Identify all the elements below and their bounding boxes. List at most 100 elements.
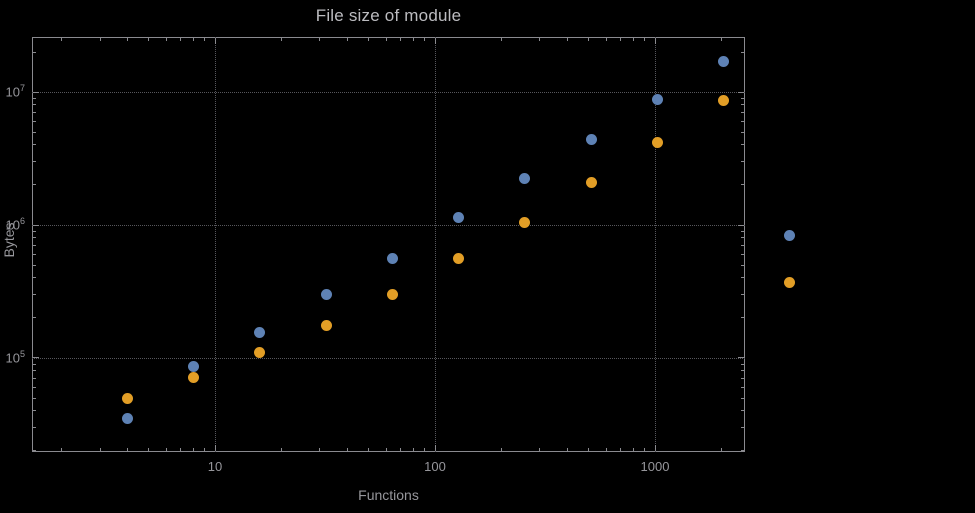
x-tick — [434, 38, 436, 44]
y-gridline — [32, 225, 745, 227]
y-tick — [741, 363, 744, 365]
y-tick-label: 107 — [5, 83, 25, 100]
y-gridline — [32, 357, 745, 359]
x-tick — [385, 448, 387, 451]
y-tick — [741, 237, 744, 239]
y-tick — [738, 357, 744, 359]
y-tick — [33, 357, 39, 359]
plot-frame — [32, 37, 745, 452]
y-tick — [33, 230, 36, 232]
data-point-orange — [651, 136, 663, 148]
x-tick-label: 10 — [207, 459, 223, 474]
x-tick — [319, 38, 321, 41]
y-tick — [33, 121, 36, 123]
x-tick — [346, 38, 348, 41]
data-point-blue — [784, 229, 796, 241]
y-tick — [741, 131, 744, 133]
x-tick — [193, 38, 195, 41]
x-tick — [368, 38, 370, 41]
y-tick — [33, 363, 36, 365]
x-tick — [214, 38, 216, 44]
x-gridline — [215, 37, 217, 452]
x-tick — [720, 448, 722, 451]
y-tick — [33, 131, 36, 133]
x-tick — [633, 38, 635, 41]
y-tick — [33, 184, 36, 186]
y-tick — [33, 427, 36, 429]
data-point-orange — [254, 346, 266, 358]
data-point-orange — [519, 216, 531, 228]
y-tick — [741, 161, 744, 163]
data-point-blue — [453, 212, 465, 224]
x-tick — [99, 38, 101, 41]
y-tick — [741, 264, 744, 266]
y-tick — [741, 230, 744, 232]
x-tick — [346, 448, 348, 451]
x-tick — [424, 38, 426, 41]
y-tick — [738, 224, 744, 226]
y-tick — [33, 277, 36, 279]
x-tick — [126, 448, 128, 451]
x-tick — [204, 38, 206, 41]
data-point-blue — [188, 361, 200, 373]
y-tick — [33, 254, 36, 256]
y-tick — [741, 277, 744, 279]
x-tick — [620, 38, 622, 41]
data-point-orange — [386, 289, 398, 301]
x-tick-label: 100 — [424, 459, 446, 474]
data-point-blue — [320, 289, 332, 301]
y-tick — [33, 237, 36, 239]
y-tick — [33, 224, 39, 226]
x-tick — [280, 38, 282, 41]
x-tick — [368, 448, 370, 451]
x-tick — [193, 448, 195, 451]
y-tick — [741, 104, 744, 106]
data-point-orange — [784, 276, 796, 288]
chart-title: File size of module — [315, 6, 462, 25]
x-tick — [424, 448, 426, 451]
x-tick — [165, 448, 167, 451]
x-tick — [180, 448, 182, 451]
x-tick — [385, 38, 387, 41]
x-tick — [60, 38, 62, 41]
y-tick — [741, 386, 744, 388]
y-tick — [33, 386, 36, 388]
data-point-blue — [519, 172, 531, 184]
x-tick — [500, 448, 502, 451]
data-point-orange — [585, 176, 597, 188]
x-tick — [633, 448, 635, 451]
x-tick — [413, 448, 415, 451]
x-tick — [60, 448, 62, 451]
y-tick — [741, 317, 744, 319]
x-tick — [400, 38, 402, 41]
y-tick — [33, 161, 36, 163]
y-tick — [741, 254, 744, 256]
data-point-orange — [320, 319, 332, 331]
x-tick — [319, 448, 321, 451]
y-tick — [741, 370, 744, 372]
y-gridline — [32, 92, 745, 94]
x-tick — [588, 38, 590, 41]
x-tick-label: 1000 — [640, 459, 670, 474]
x-tick — [605, 448, 607, 451]
data-point-blue — [585, 133, 597, 145]
y-tick — [33, 245, 36, 247]
y-tick — [741, 294, 744, 296]
y-tick — [741, 245, 744, 247]
y-tick — [33, 91, 39, 93]
data-point-blue — [121, 413, 133, 425]
y-tick — [741, 378, 744, 380]
y-tick — [741, 397, 744, 399]
x-tick — [539, 38, 541, 41]
data-point-orange — [718, 95, 729, 107]
x-tick — [654, 38, 656, 44]
y-tick — [33, 410, 36, 412]
y-tick — [741, 450, 744, 452]
data-point-blue — [651, 93, 663, 105]
x-tick — [165, 38, 167, 41]
y-tick-label: 106 — [5, 216, 25, 233]
y-tick — [741, 112, 744, 114]
x-tick — [605, 38, 607, 41]
x-tick — [644, 448, 646, 451]
y-tick — [33, 144, 36, 146]
